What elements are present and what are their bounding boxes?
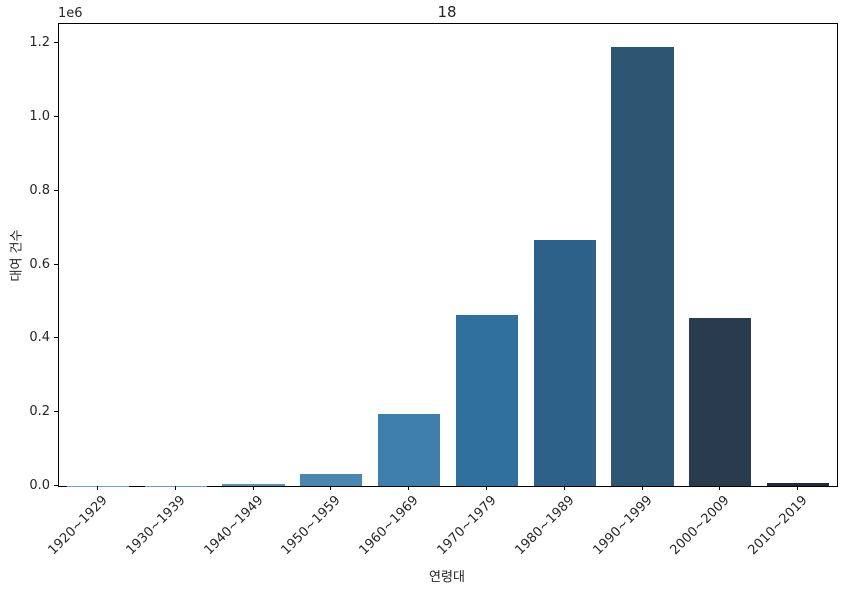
bar-1980~1989	[533, 240, 596, 486]
y-tick-label: 1.0	[29, 108, 50, 124]
y-tick-label: 1.2	[29, 35, 50, 51]
bar-1960~1969	[377, 414, 441, 486]
y-tick-mark	[54, 189, 58, 191]
bar-2000~2009	[689, 318, 752, 486]
y-tick-mark	[54, 337, 58, 339]
x-tick-mark	[330, 486, 332, 490]
bar-1970~1979	[455, 315, 518, 486]
x-tick-mark	[719, 486, 721, 490]
x-tick-mark	[252, 486, 254, 490]
x-axis-label: 연령대	[429, 570, 465, 585]
y-tick-label: 0.2	[29, 404, 50, 420]
plot-area	[58, 23, 838, 487]
y-tick-mark	[54, 485, 58, 486]
chart-title: 18	[437, 3, 457, 21]
x-tick-mark	[408, 486, 410, 490]
x-tick-mark	[174, 486, 176, 490]
x-tick-mark	[563, 486, 565, 490]
y-tick-label: 0.4	[29, 330, 50, 346]
y-tick-mark	[54, 411, 58, 413]
y-tick-mark	[54, 115, 58, 117]
y-tick-label: 0.0	[29, 478, 50, 493]
x-tick-mark	[641, 486, 643, 490]
x-tick-mark	[485, 486, 487, 490]
y-axis-offset-label: 1e6	[58, 6, 83, 21]
bar-1990~1999	[611, 47, 674, 486]
x-tick-mark	[96, 486, 98, 490]
y-tick-label: 0.8	[29, 182, 50, 198]
bar-2010~2019	[766, 483, 830, 486]
y-tick-mark	[54, 263, 58, 265]
x-tick-mark	[797, 486, 799, 490]
y-tick-mark	[54, 42, 58, 44]
bar-1940~1949	[222, 484, 285, 486]
y-tick-label: 0.6	[29, 256, 50, 272]
bar-1950~1959	[300, 473, 363, 486]
